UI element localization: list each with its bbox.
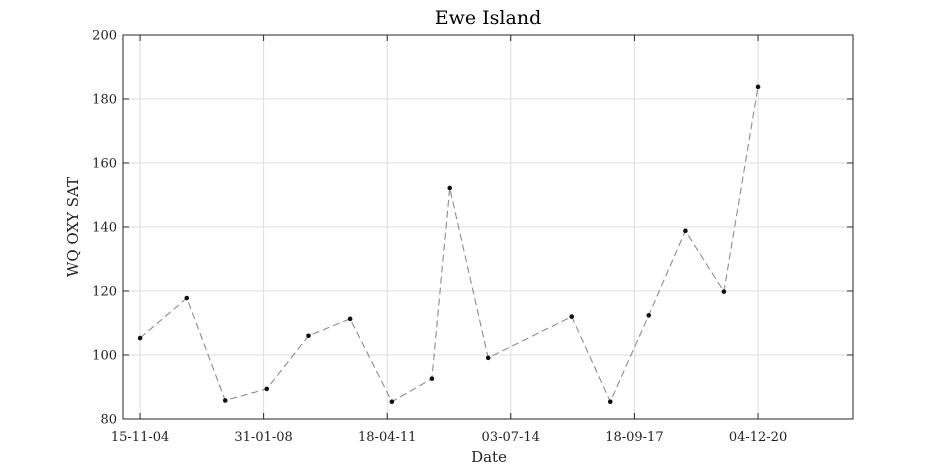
y-tick-label: 100: [92, 349, 117, 364]
data-point: [306, 333, 311, 339]
y-tick-label: 80: [100, 413, 117, 428]
data-point: [264, 386, 270, 392]
x-tick-label: 31-01-08: [234, 430, 292, 445]
axis-ticks: [123, 34, 853, 420]
series-line-layer: [139, 86, 759, 404]
y-tick-label: 160: [92, 157, 117, 172]
data-points: [137, 84, 761, 405]
x-tick-labels: 15-11-04 31-01-08 18-04-11 03-07-14 18-09-17…: [111, 430, 787, 445]
x-axis-label: Date: [471, 448, 507, 466]
data-point: [569, 314, 574, 319]
y-tick-label: 120: [92, 285, 117, 300]
data-point: [447, 185, 453, 191]
data-point: [347, 316, 353, 322]
grid-lines: [123, 34, 853, 420]
y-axis-label: WQ OXY SAT: [64, 177, 82, 277]
chart-title: Ewe Island: [435, 7, 541, 29]
data-point: [755, 84, 761, 90]
data-point: [646, 313, 652, 318]
series-line: [139, 86, 759, 404]
y-tick-label: 200: [92, 29, 117, 44]
data-point: [429, 376, 435, 381]
x-tick-label: 15-11-04: [111, 430, 169, 445]
y-tick-label: 180: [92, 93, 117, 108]
data-point: [389, 399, 395, 405]
x-tick-label: 18-09-17: [605, 430, 663, 445]
x-tick-label: 18-04-11: [358, 430, 416, 445]
x-tick-label: 04-12-20: [729, 430, 787, 445]
y-tick-label: 140: [92, 221, 117, 236]
x-tick-label: 03-07-14: [482, 430, 540, 445]
data-point: [184, 295, 190, 301]
y-tick-labels: 80 100 120 140 160 180 200: [92, 29, 117, 428]
data-point: [485, 355, 491, 361]
data-point: [137, 335, 143, 341]
data-point: [607, 399, 613, 405]
data-point: [721, 289, 727, 294]
data-point: [222, 398, 228, 403]
data-point: [683, 228, 688, 234]
